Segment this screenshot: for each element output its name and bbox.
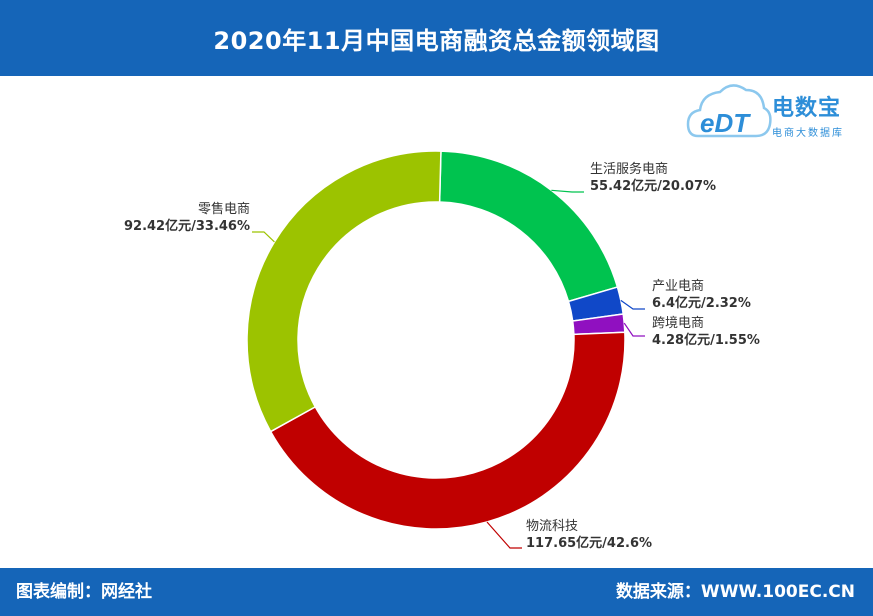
slice-value-label-1: 6.4亿元/2.32% xyxy=(652,295,751,311)
slice-value-label-3: 117.65亿元/42.6% xyxy=(526,535,652,551)
chart-header: 2020年11月中国电商融资总金额领域图 xyxy=(0,0,873,76)
cloud-logo-icon: eDT xyxy=(686,84,772,138)
logo-brand: 电数宝 xyxy=(772,96,842,121)
chart-footer: 图表编制：网经社 数据来源：WWW.100EC.CN xyxy=(0,568,873,616)
slice-name-label-4: 零售电商 xyxy=(198,201,250,217)
slice-value-label-2: 4.28亿元/1.55% xyxy=(652,332,760,348)
leader-line-4 xyxy=(252,231,275,243)
footer-source: 数据来源：WWW.100EC.CN xyxy=(615,582,855,602)
slice-name-label-0: 生活服务电商 xyxy=(590,161,668,177)
slice-name-label-1: 产业电商 xyxy=(652,279,704,294)
logo-tagline: 电商大数据库 xyxy=(772,128,844,139)
logo-mark: eDT xyxy=(700,108,751,138)
slice-value-label-0: 55.42亿元/20.07% xyxy=(590,178,716,194)
slice-3 xyxy=(269,331,626,530)
slice-4 xyxy=(246,150,442,433)
leader-line-2 xyxy=(623,322,645,337)
slice-name-label-3: 物流科技 xyxy=(526,519,578,534)
footer-compiler: 图表编制：网经社 xyxy=(16,582,152,602)
logo: eDT 电数宝 电商大数据库 xyxy=(686,80,866,150)
slice-value-label-4: 92.42亿元/33.46% xyxy=(124,218,250,234)
leader-line-1 xyxy=(620,299,645,310)
chart-title: 2020年11月中国电商融资总金额领域图 xyxy=(213,26,660,55)
leader-line-0 xyxy=(551,189,584,193)
leader-line-3 xyxy=(486,521,522,549)
slice-name-label-2: 跨境电商 xyxy=(652,316,704,331)
